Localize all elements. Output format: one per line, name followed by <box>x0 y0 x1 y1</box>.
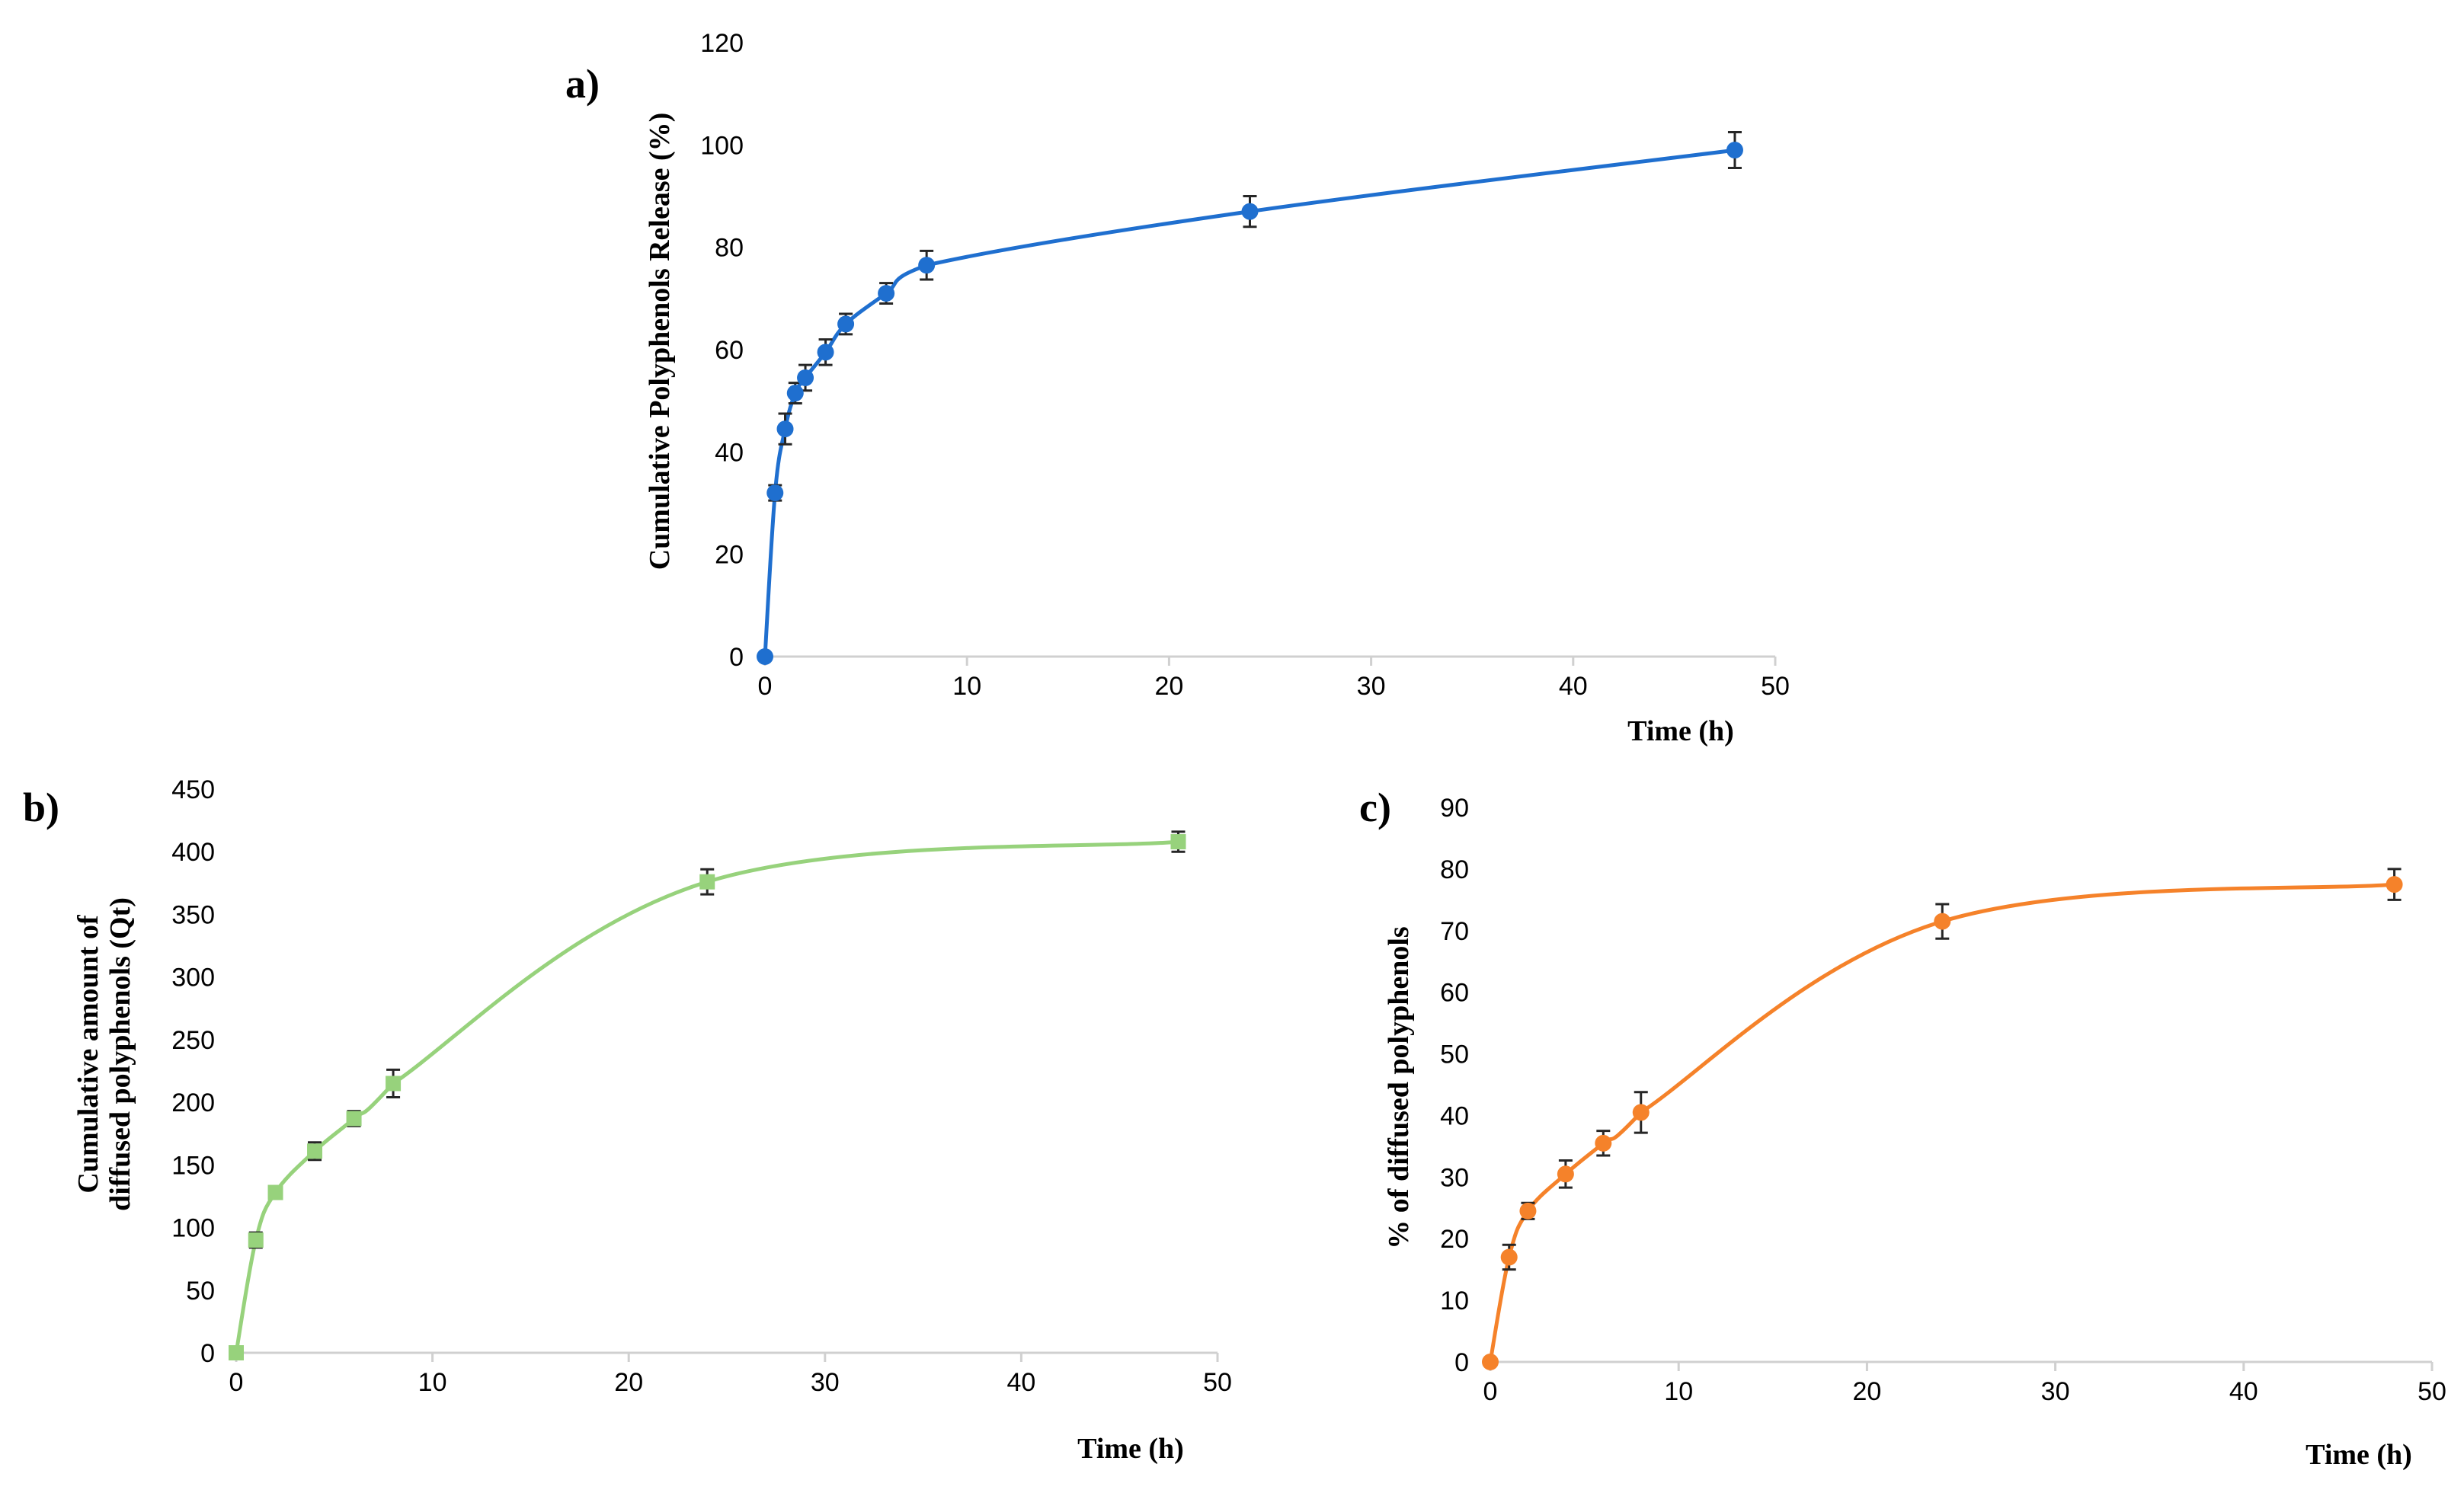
data-point-c <box>2386 876 2403 893</box>
x-tick-label-b: 0 <box>229 1368 244 1397</box>
data-point-a <box>1726 142 1743 159</box>
y-tick-label-b: 300 <box>171 964 215 993</box>
chart-panel-c: c) 0 10 20 30 40 50 0 10 20 30 40 50 60 70 80 90 Time (… <box>1359 785 2446 1471</box>
x-tick-label-c: 40 <box>2229 1377 2258 1406</box>
y-tick-label-b: 0 <box>200 1339 215 1368</box>
x-tick-label-c: 10 <box>1664 1377 1693 1406</box>
y-tick-label-c: 60 <box>1440 979 1469 1008</box>
data-point-a <box>817 344 834 361</box>
data-point-b <box>307 1143 323 1159</box>
x-tick-label-a: 0 <box>758 672 773 701</box>
y-tick-label-c: 70 <box>1440 917 1469 946</box>
x-tick-label-a: 20 <box>1154 672 1183 701</box>
x-tick-label-a: 30 <box>1357 672 1386 701</box>
x-tick-label-b: 10 <box>418 1368 447 1397</box>
x-tick-label-c: 30 <box>2041 1377 2070 1406</box>
panel-b-label: b) <box>23 785 59 830</box>
y-tick-label-b: 200 <box>171 1088 215 1117</box>
x-axis-title-a: Time (h) <box>1627 715 1734 747</box>
data-point-c <box>1500 1248 1518 1266</box>
y-tick-label-a: 80 <box>715 234 744 263</box>
data-point-c <box>1595 1134 1612 1152</box>
y-axis-title-c: % of diffused polyphenols <box>1383 926 1415 1248</box>
data-point-b <box>699 874 715 890</box>
data-point-a <box>786 385 804 402</box>
plot-area-c: 0 10 20 30 40 50 0 10 20 30 40 50 60 70 80 90 <box>1440 794 2446 1406</box>
data-point-a <box>797 369 814 386</box>
y-tick-label-b: 400 <box>171 838 215 867</box>
data-point-a <box>757 648 773 665</box>
x-tick-label-b: 30 <box>811 1368 840 1397</box>
y-tick-label-a: 20 <box>715 541 744 570</box>
data-point-b <box>346 1111 362 1127</box>
x-axis-title-b: Time (h) <box>1077 1433 1184 1465</box>
x-tick-label-a: 40 <box>1559 672 1588 701</box>
y-tick-label-a: 40 <box>715 438 744 467</box>
y-tick-label-a: 60 <box>715 336 744 365</box>
data-point-a <box>776 420 794 438</box>
data-point-a <box>878 285 895 302</box>
x-tick-label-c: 20 <box>1852 1377 1881 1406</box>
chart-panel-a: a) 0 10 20 30 40 50 0 20 40 60 80 100 120 Time (h) C… <box>565 29 1790 747</box>
data-point-a <box>918 257 936 274</box>
panel-c-label: c) <box>1359 785 1391 830</box>
y-tick-label-c: 20 <box>1440 1225 1469 1254</box>
y-tick-label-c: 90 <box>1440 794 1469 823</box>
series-line-b <box>234 839 1179 1354</box>
data-point-c <box>1632 1104 1650 1121</box>
plot-area-b: 0 10 20 30 40 50 0 50 100 150 200 250 300 350 400 450 <box>171 775 1232 1397</box>
y-tick-label-c: 10 <box>1440 1287 1469 1315</box>
x-tick-label-b: 20 <box>614 1368 643 1397</box>
y-tick-label-c: 50 <box>1440 1040 1469 1069</box>
y-tick-label-c: 0 <box>1454 1348 1469 1377</box>
data-point-a <box>766 484 784 502</box>
data-point-c <box>1557 1165 1574 1183</box>
data-point-c <box>1934 913 1951 930</box>
y-tick-label-b: 150 <box>171 1151 215 1180</box>
panel-a-label: a) <box>565 61 600 107</box>
x-tick-label-c: 50 <box>2418 1377 2446 1406</box>
data-point-b <box>1170 834 1186 850</box>
y-axis-title-a: Cumulative Polyphenols Release (%) <box>644 113 676 571</box>
data-point-b <box>229 1345 244 1360</box>
y-tick-label-c: 30 <box>1440 1163 1469 1192</box>
y-tick-label-c: 80 <box>1440 855 1469 884</box>
data-point-a <box>837 315 855 333</box>
x-tick-label-b: 40 <box>1006 1368 1035 1397</box>
chart-panel-b: b) 0 10 20 30 40 50 0 50 100 150 200 250 300 350 400 45… <box>23 775 1232 1465</box>
data-point-c <box>1482 1354 1499 1370</box>
y-tick-label-b: 450 <box>171 775 215 804</box>
y-tick-label-c: 40 <box>1440 1101 1469 1130</box>
x-tick-label-b: 50 <box>1203 1368 1232 1397</box>
data-point-b <box>386 1076 402 1092</box>
x-tick-label-a: 10 <box>952 672 981 701</box>
y-axis-title-b-line-1: Cumulative amount of <box>72 914 104 1194</box>
y-tick-label-b: 350 <box>171 900 215 929</box>
y-axis-title-b-line-2: diffused polyphenols (Qt) <box>104 897 136 1211</box>
x-tick-label-a: 50 <box>1761 672 1790 701</box>
series-line-c <box>1488 882 2395 1363</box>
plot-area-a: 0 10 20 30 40 50 0 20 40 60 80 100 120 <box>700 29 1790 701</box>
y-tick-label-a: 100 <box>700 131 744 160</box>
y-tick-label-b: 100 <box>171 1214 215 1243</box>
data-point-b <box>267 1184 283 1200</box>
y-tick-label-a: 0 <box>729 643 744 672</box>
data-point-a <box>1241 203 1259 220</box>
x-axis-title-c: Time (h) <box>2306 1439 2412 1471</box>
data-point-b <box>248 1232 264 1248</box>
data-point-c <box>1519 1202 1537 1219</box>
x-tick-label-c: 0 <box>1483 1377 1498 1406</box>
y-tick-label-a: 120 <box>700 29 744 58</box>
y-tick-label-b: 250 <box>171 1026 215 1055</box>
y-tick-label-b: 50 <box>186 1277 215 1306</box>
